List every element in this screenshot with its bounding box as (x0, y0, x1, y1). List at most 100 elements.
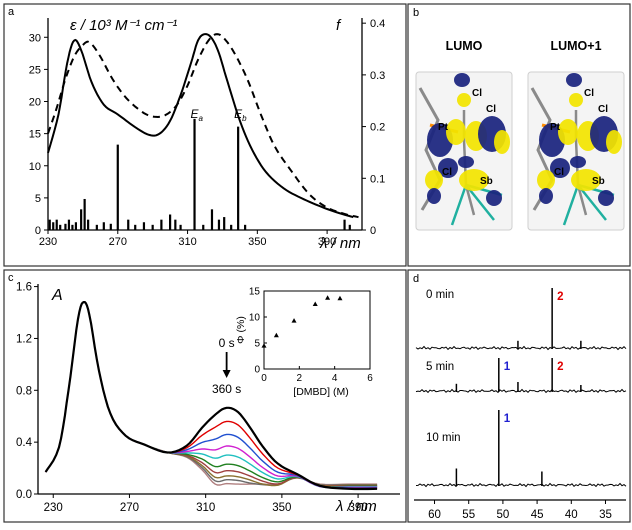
atom-label: Cl (584, 88, 594, 99)
panel-a-y-tick-label: 0 (35, 225, 41, 237)
panel-d-x-tick-label: 45 (531, 509, 544, 521)
orbital-lobe (459, 169, 489, 191)
orbital-lobe (571, 169, 601, 191)
inset-y-label: Φ (%) (235, 316, 247, 344)
orbital-lobe (425, 170, 443, 190)
panel-a-letter: a (8, 6, 15, 18)
panel-a-y-tick-label: 10 (29, 161, 41, 173)
panel-a-x-label: λ / nm (319, 235, 361, 252)
panel-a-annotation: Ea (191, 107, 204, 123)
orbital-lobe (446, 119, 466, 145)
orbital-lobe (454, 73, 470, 87)
panel-d-letter: d (413, 273, 419, 285)
panel-d-ticks: 60 55 50 45 40 35 (428, 500, 612, 521)
panel-a-x-tick-label: 230 (39, 236, 57, 248)
nmr-peak-label: 2 (557, 291, 563, 303)
panel-c-x-tick-label: 350 (272, 502, 291, 514)
inset-y-tick-label: 15 (249, 287, 261, 298)
panel-a-y-tick-label: 5 (35, 193, 41, 205)
inset-y-tick-label: 0 (254, 365, 260, 376)
orbital-lobe (537, 170, 555, 190)
atom-label: Pt (438, 122, 449, 133)
panel-a-x-tick-label: 390 (318, 236, 336, 248)
panel-b-letter: b (413, 7, 419, 19)
orbital-lobe (569, 93, 583, 107)
inset-point (291, 318, 297, 323)
panel-d-x-tick-label: 55 (462, 509, 475, 521)
inset-x-tick-label: 0 (261, 373, 267, 384)
panel-a-y-tick-label: 15 (29, 129, 41, 141)
atom-label: Cl (554, 167, 564, 178)
panel-d-x-tick-label: 50 (497, 509, 510, 521)
panel-b-orbitals: LUMO Cl Pt Cl Cl Sb LUMO+1 Cl Pt Cl Cl Sb (415, 39, 625, 231)
nmr-trace-baseline (415, 388, 627, 394)
orbital-lobe (438, 158, 458, 178)
panel-c-y-tick-label: 0.4 (16, 437, 33, 449)
orbital-lobe (606, 130, 622, 154)
inset-x-tick-label: 6 (367, 373, 373, 384)
orbital-lobe (457, 93, 471, 107)
orbital-lobe (486, 190, 502, 206)
panel-d-x-tick-label: 60 (428, 509, 441, 521)
panel-c-y-tick-label: 0.0 (16, 489, 32, 501)
orbital-lobe (558, 119, 578, 145)
panel-a-oscillator-bars (48, 118, 351, 230)
panel-c: c 230 270 310 350 390 0.0 0.4 0.8 1.2 1.6 A λ / n… (3, 269, 407, 523)
orbital-lobe (550, 158, 570, 178)
nmr-trace-baseline (415, 345, 627, 351)
nmr-trace-time-label: 0 min (426, 289, 454, 301)
atom-label: Sb (480, 176, 493, 187)
panel-a-ticks: 230 270 310 350 390 0 5 10 15 20 25 30 0 0.1 0.2 0.3 0.4 (29, 18, 386, 248)
panel-d-nmr-traces: 0 min 2 5 min 1 2 10 min 1 (415, 288, 627, 488)
inset-point (261, 343, 267, 348)
panel-c-x-tick-label: 310 (196, 502, 215, 514)
atom-label: Pt (550, 122, 561, 133)
nmr-trace-time-label: 5 min (426, 361, 454, 373)
panel-a-y2-tick-label: 0.3 (370, 70, 385, 82)
panel-a-x-tick-label: 270 (109, 236, 127, 248)
inset-point (337, 295, 343, 301)
panel-d-x-tick-label: 40 (565, 509, 578, 521)
panel-c-frame (3, 269, 407, 523)
panel-a-y-label: ε / 10³ M⁻¹ cm⁻¹ (70, 17, 177, 34)
panel-d-x-tick-label: 35 (599, 509, 612, 521)
panel-a-y2-tick-label: 0.4 (370, 18, 385, 30)
orbital-lobe (566, 73, 582, 87)
time-arrow-head (222, 370, 231, 378)
inset-x-tick-label: 4 (332, 373, 338, 384)
inset-point (325, 295, 331, 300)
time-label-end: 360 s (212, 382, 241, 396)
panel-a-y2-label: f (336, 17, 342, 34)
orbital-title: LUMO+1 (550, 39, 601, 53)
panel-a-y2-tick-label: 0 (370, 225, 376, 237)
time-label-start: 0 s (219, 336, 235, 350)
panel-a-series-dashed (47, 33, 359, 219)
panel-a-y-tick-label: 30 (29, 32, 41, 44)
panel-a-annotations: Ea Eb (191, 107, 248, 123)
inset-y-tick-label: 10 (249, 313, 261, 324)
panel-a-frame (3, 3, 407, 267)
panel-c-x-tick-label: 230 (44, 502, 63, 514)
inset-point (273, 332, 279, 338)
panel-a-annotation: Eb (234, 107, 247, 123)
panel-a-x-tick-label: 350 (248, 236, 266, 248)
panel-c-spectrum (44, 301, 378, 491)
panel-c-y-label: A (51, 287, 63, 304)
panel-a-y2-tick-label: 0.2 (370, 122, 385, 134)
inset-frame (263, 290, 371, 370)
panel-c-x-tick-label: 390 (348, 502, 367, 514)
atom-label: Cl (486, 104, 496, 115)
inset-x-tick-label: 2 (297, 373, 303, 384)
orbital-lobe (494, 130, 510, 154)
panel-c-time-arrow: 0 s 360 s (212, 336, 241, 396)
panel-c-inset: 0 2 4 6 0 5 10 15 [DMBD] (M) Φ (%) (235, 287, 373, 399)
orbital-lobe (570, 156, 586, 168)
panel-c-x-tick-label: 270 (120, 502, 139, 514)
atom-label: Cl (442, 167, 452, 178)
nmr-peak-label: 1 (504, 413, 511, 425)
panel-a-y2-tick-label: 0.1 (370, 173, 385, 185)
panel-a-y-tick-label: 25 (29, 64, 41, 76)
panel-b: b LUMO Cl Pt Cl Cl Sb LUMO+1 Cl Pt Cl Cl Sb (407, 3, 631, 267)
nmr-trace-baseline (415, 482, 627, 488)
